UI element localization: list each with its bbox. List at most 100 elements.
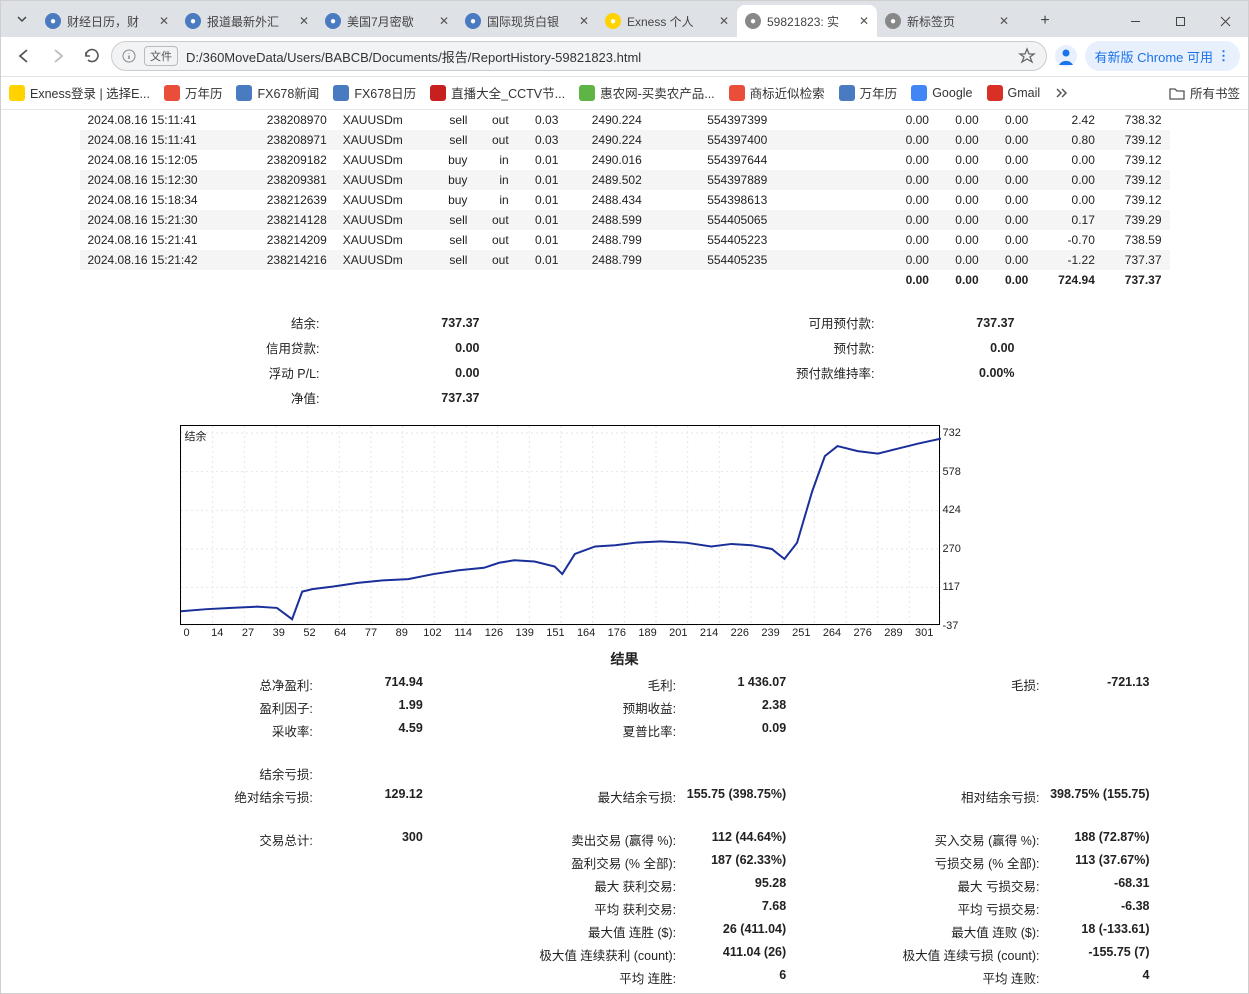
cell-symbol: XAUUSDm — [335, 230, 431, 250]
stat-key: 平均 连败: — [806, 968, 1049, 987]
tab-close-button[interactable]: ✕ — [717, 14, 731, 28]
maximize-button[interactable] — [1158, 5, 1203, 37]
cell-order: 554397400 — [650, 130, 887, 150]
chart-xtick: 126 — [479, 627, 510, 639]
stat-value: 2.38 — [686, 698, 806, 717]
profile-button[interactable] — [1051, 41, 1081, 71]
stat-item: 绝对结余亏损: 129.12 — [80, 785, 443, 808]
cell-swap: 0.00 — [937, 190, 987, 210]
browser-tab[interactable]: ● 财经日历，财 ✕ — [37, 5, 177, 37]
chart-xtick: 201 — [663, 627, 694, 639]
tab-strip: ● 财经日历，财 ✕ ● 报道最新外汇 ✕ ● 美国7月密歇 ✕ ● 国际现货白… — [1, 1, 1248, 37]
balance-chart: 结余 -37117270424578732 014273952647789102… — [180, 425, 1070, 639]
summary-item: 信用贷款: 0.00 — [80, 335, 625, 360]
update-button[interactable]: 有新版 Chrome 可用 ⋮ — [1085, 41, 1240, 71]
stat-item — [443, 808, 806, 828]
stat-value: 7.68 — [686, 899, 806, 918]
tab-title: 新标签页 — [907, 13, 993, 30]
tab-close-button[interactable]: ✕ — [297, 14, 311, 28]
cell-time: 2024.08.16 15:21:30 — [80, 210, 239, 230]
new-tab-button[interactable]: + — [1031, 7, 1059, 35]
stat-item: 相对结余亏损: 398.75% (155.75) — [806, 785, 1169, 808]
cell-deal: 238209381 — [239, 170, 335, 190]
total-profit: 724.94 — [1036, 270, 1103, 290]
cell-symbol: XAUUSDm — [335, 170, 431, 190]
cell-commission: 0.00 — [887, 250, 937, 270]
bookmarks-overflow[interactable] — [1054, 86, 1068, 100]
bookmark-item[interactable]: 直播大全_CCTV节... — [430, 83, 565, 102]
tab-close-button[interactable]: ✕ — [997, 14, 1011, 28]
tab-close-button[interactable]: ✕ — [577, 14, 591, 28]
stat-value — [323, 744, 443, 760]
summary-item: 结余: 737.37 — [80, 310, 625, 335]
tab-close-button[interactable]: ✕ — [157, 14, 171, 28]
table-row: 2024.08.16 15:18:34 238212639 XAUUSDm bu… — [80, 190, 1170, 210]
browser-tab[interactable]: ● 59821823: 实 ✕ — [737, 5, 877, 37]
stats-grid: 总净盈利: 714.94毛利: 1 436.07毛损: -721.13盈利因子:… — [80, 673, 1170, 989]
bookmark-item[interactable]: 惠农网-买卖农产品... — [579, 83, 715, 102]
stat-value — [323, 922, 443, 941]
chart-svg — [181, 426, 941, 626]
bookmark-item[interactable]: Gmail — [987, 83, 1041, 102]
chart-ytick: 117 — [943, 581, 961, 593]
toolbar: 文件 D:/360MoveData/Users/BABCB/Documents/… — [1, 37, 1248, 76]
cell-deal: 238208971 — [239, 130, 335, 150]
chevron-right-double-icon — [1054, 86, 1068, 100]
stat-item — [80, 874, 443, 897]
cell-deal: 238214128 — [239, 210, 335, 230]
stat-key — [80, 922, 323, 941]
tab-close-button[interactable]: ✕ — [857, 14, 871, 28]
browser-tab[interactable]: ● Exness 个人 ✕ — [597, 5, 737, 37]
bookmark-label: 商标近似检索 — [750, 83, 825, 102]
tab-close-button[interactable]: ✕ — [437, 14, 451, 28]
cell-swap: 0.00 — [937, 130, 987, 150]
chart-xtick: 89 — [386, 627, 417, 639]
bookmark-favicon — [579, 85, 595, 101]
bookmark-item[interactable]: Google — [911, 83, 972, 102]
browser-tab[interactable]: ● 报道最新外汇 ✕ — [177, 5, 317, 37]
stat-value: 0.09 — [686, 721, 806, 740]
cell-type: sell — [431, 250, 476, 270]
total-balance: 737.37 — [1103, 270, 1170, 290]
address-bar[interactable]: 文件 D:/360MoveData/Users/BABCB/Documents/… — [111, 41, 1047, 71]
stat-item: 盈利交易 (% 全部): 187 (62.33%) — [443, 851, 806, 874]
stat-key: 总净盈利: — [80, 675, 323, 694]
browser-tab[interactable]: ● 国际现货白银 ✕ — [457, 5, 597, 37]
summary-value: 0.00 — [885, 341, 1015, 355]
stat-value: 188 (72.87%) — [1050, 830, 1170, 849]
star-icon[interactable] — [1018, 47, 1036, 65]
cell-fee: 0.00 — [987, 230, 1037, 250]
minimize-button[interactable] — [1113, 5, 1158, 37]
cell-balance: 739.12 — [1103, 190, 1170, 210]
cell-symbol: XAUUSDm — [335, 130, 431, 150]
tab-search-button[interactable] — [7, 4, 37, 34]
stat-key: 平均 连胜: — [443, 968, 686, 987]
stat-value: -6.38 — [1050, 899, 1170, 918]
chart-xtick: 114 — [448, 627, 479, 639]
total-swap: 0.00 — [937, 270, 987, 290]
bookmark-item[interactable]: FX678日历 — [333, 83, 416, 102]
stat-item: 最大结余亏损: 155.75 (398.75%) — [443, 785, 806, 808]
bookmark-item[interactable]: 万年历 — [164, 83, 223, 102]
summary-key: 信用贷款: — [80, 338, 330, 357]
bookmark-item[interactable]: 商标近似检索 — [729, 83, 825, 102]
stat-value: 1 436.07 — [686, 675, 806, 694]
bookmark-label: 万年历 — [860, 83, 898, 102]
bookmark-favicon — [987, 85, 1003, 101]
browser-tab[interactable]: ● 美国7月密歇 ✕ — [317, 5, 457, 37]
all-bookmarks-button[interactable]: 所有书签 — [1169, 83, 1240, 102]
stat-item — [443, 742, 806, 762]
browser-tab[interactable]: ● 新标签页 ✕ — [877, 5, 1017, 37]
bookmark-item[interactable]: 万年历 — [839, 83, 898, 102]
bookmark-item[interactable]: Exness登录 | 选择E... — [9, 83, 150, 102]
cell-price: 2490.224 — [566, 110, 649, 130]
chart-balance-label: 结余 — [185, 428, 207, 444]
bookmark-item[interactable]: FX678新闻 — [236, 83, 319, 102]
summary-key: 预付款维持率: — [625, 363, 885, 382]
forward-button[interactable] — [43, 41, 73, 71]
cell-dir: in — [475, 190, 516, 210]
back-button[interactable] — [9, 41, 39, 71]
close-button[interactable] — [1203, 5, 1248, 37]
cell-commission: 0.00 — [887, 210, 937, 230]
reload-button[interactable] — [77, 41, 107, 71]
